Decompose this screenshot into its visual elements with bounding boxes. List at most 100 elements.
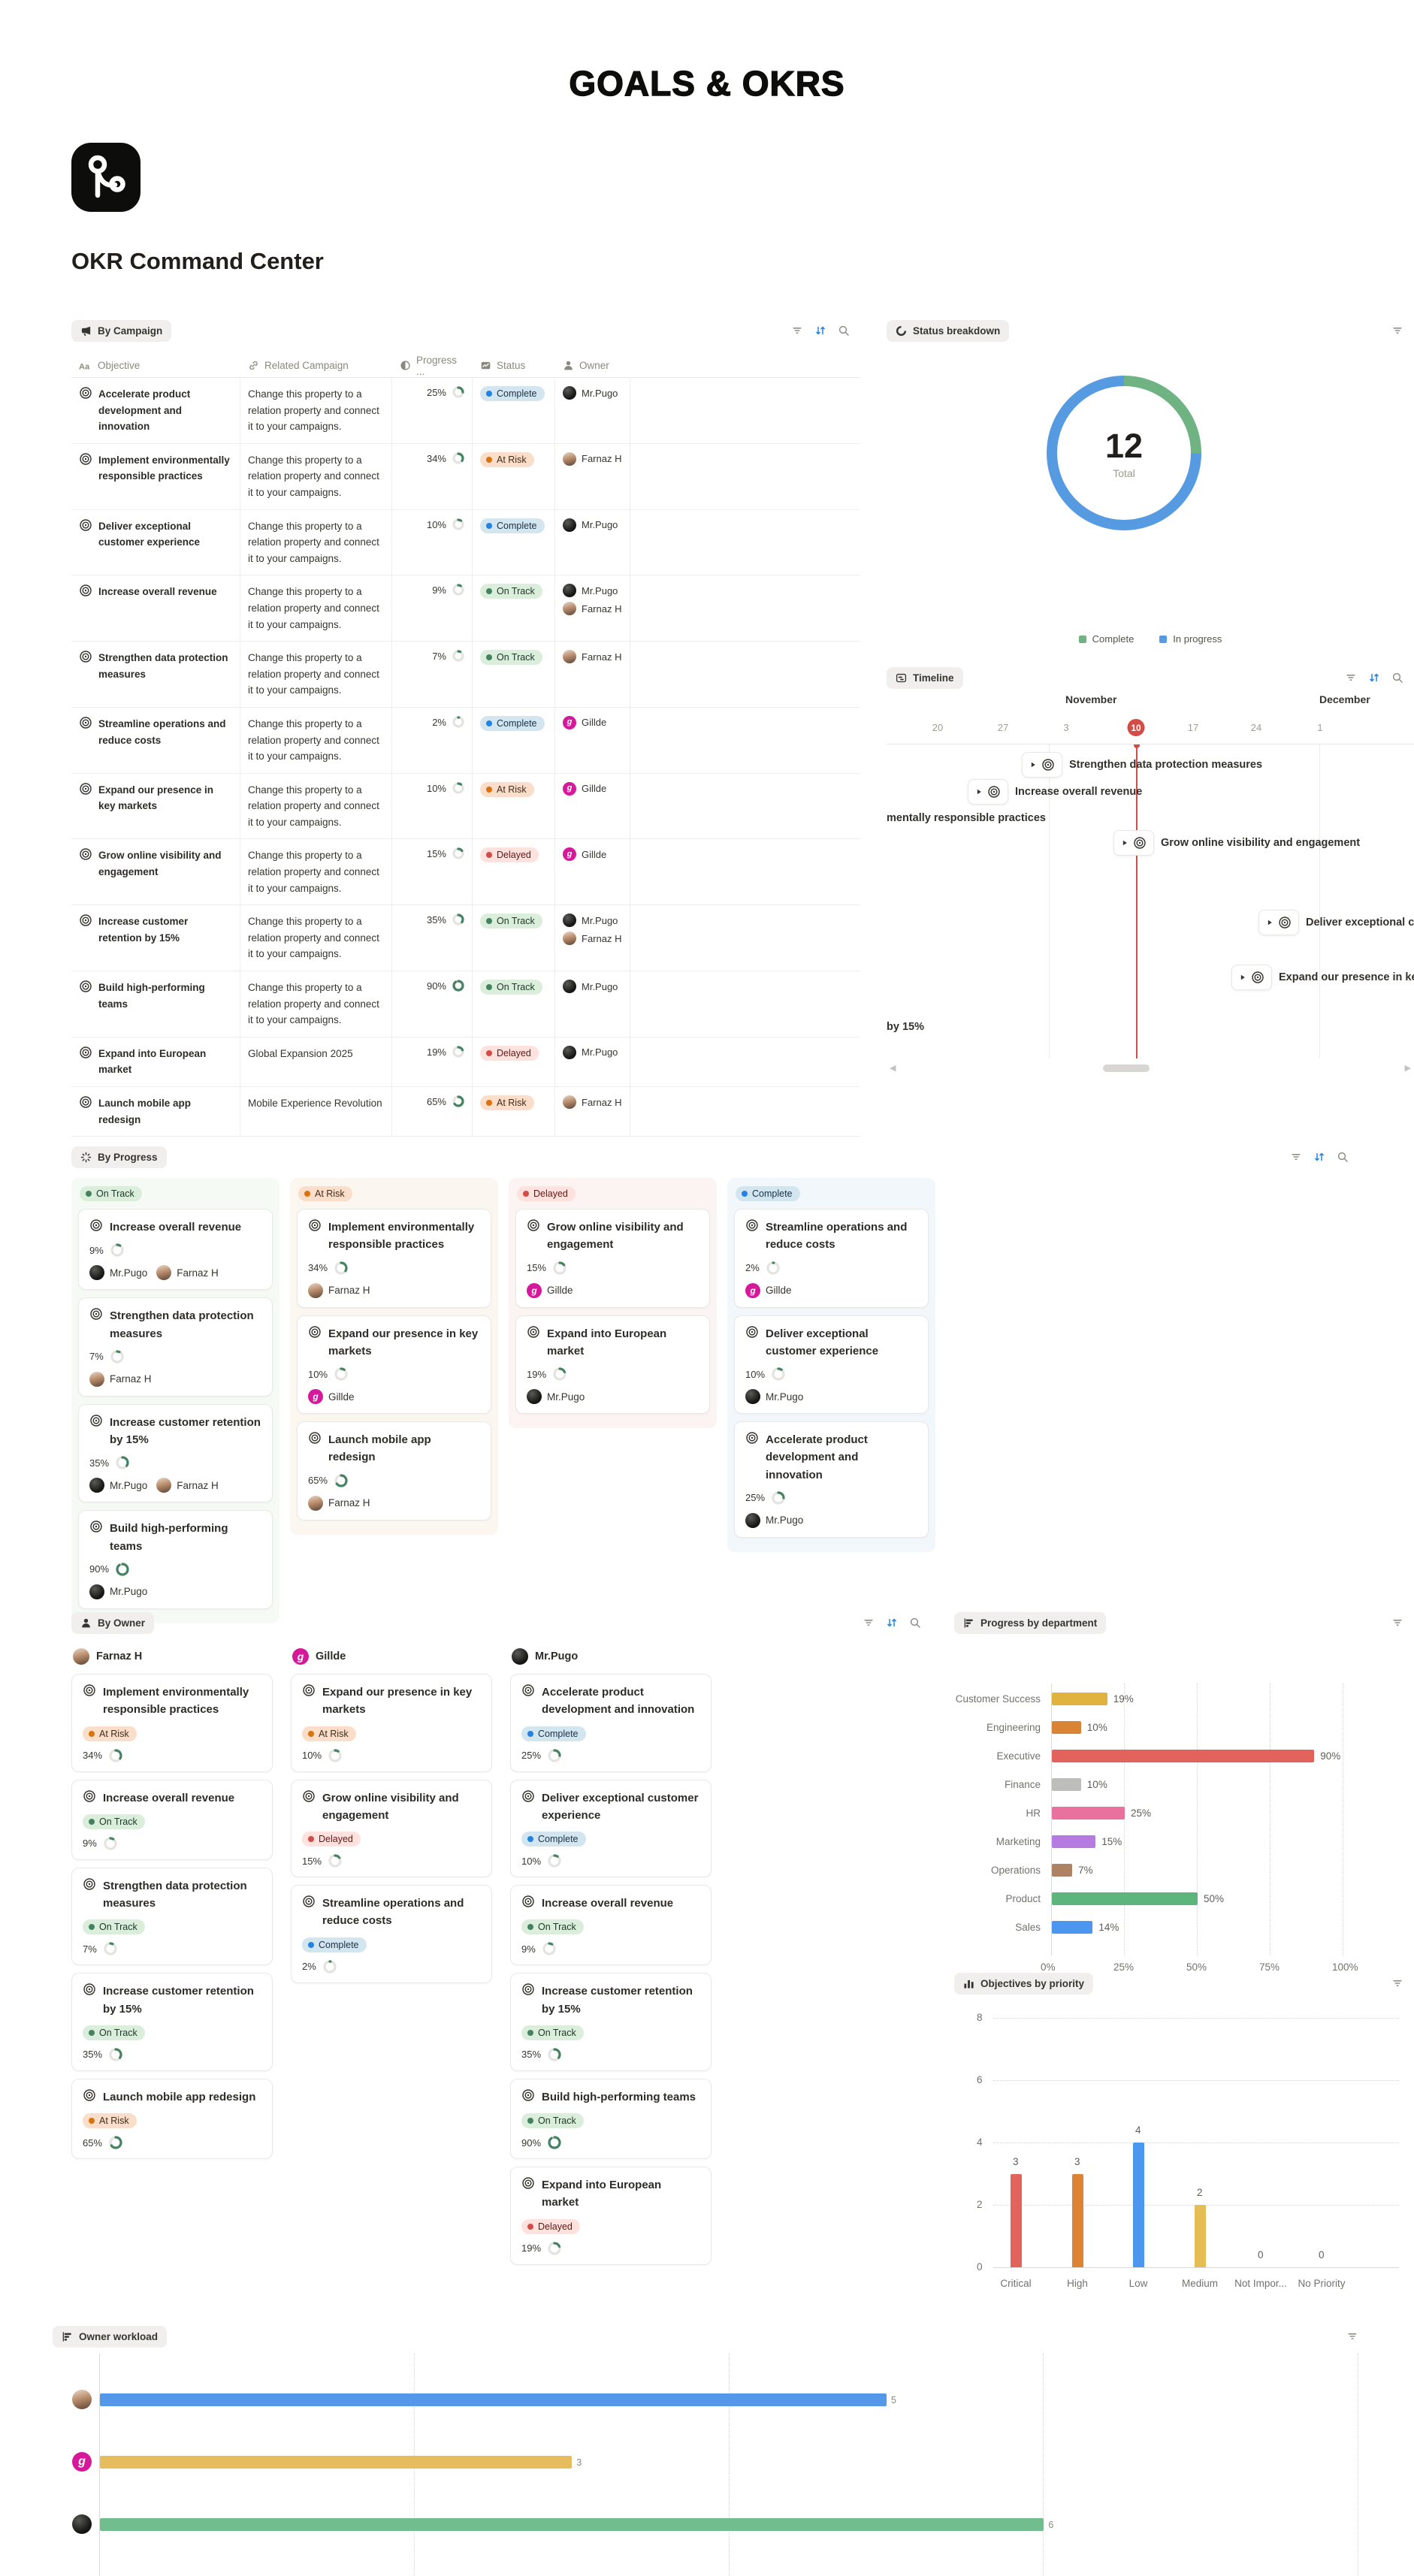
table-row[interactable]: Expand into European market Global Expans… bbox=[71, 1037, 860, 1087]
table-row[interactable]: Streamline operations and reduce costs Ch… bbox=[71, 707, 860, 774]
tab-objectives-by-priority[interactable]: Objectives by priority bbox=[954, 1972, 1094, 1995]
objective-title[interactable]: Expand our presence in key markets bbox=[98, 784, 214, 812]
objective-card[interactable]: Increase overall revenue 9% Mr.Pugo Farnaz … bbox=[78, 1209, 273, 1291]
related-campaign-cell[interactable]: Change this property to a relation prope… bbox=[240, 642, 392, 707]
status-cell[interactable]: On Track bbox=[473, 642, 555, 707]
timeline-item[interactable]: mentally responsible practices bbox=[887, 812, 1046, 824]
column-header[interactable]: Status bbox=[473, 360, 555, 371]
objective-card[interactable]: Increase customer retention by 15% 35% Mr.… bbox=[78, 1403, 273, 1503]
objective-card[interactable]: Build high-performing teams 90% Mr.Pugo bbox=[78, 1510, 273, 1609]
timeline-item[interactable]: Expand our presence in key markets bbox=[1231, 965, 1414, 990]
timeline-item-card[interactable] bbox=[1258, 910, 1299, 935]
filter-icon[interactable] bbox=[1345, 672, 1357, 684]
timeline-canvas[interactable]: Strengthen data protection measures Incre… bbox=[887, 744, 1414, 1058]
tab-owner-workload[interactable]: Owner workload bbox=[53, 2325, 168, 2348]
status-cell[interactable]: Delayed bbox=[473, 1037, 555, 1086]
related-campaign-cell[interactable]: Change this property to a relation prope… bbox=[240, 971, 392, 1037]
status-cell[interactable]: Delayed bbox=[473, 839, 555, 905]
tab-progress-by-department[interactable]: Progress by department bbox=[954, 1611, 1107, 1634]
objective-card[interactable]: Expand our presence in key markets At Ris… bbox=[291, 1674, 492, 1772]
objective-card[interactable]: Grow online visibility and engagement Del… bbox=[291, 1779, 492, 1877]
table-row[interactable]: Implement environmentally responsible pr… bbox=[71, 443, 860, 510]
scrollbar-thumb[interactable] bbox=[1103, 1065, 1150, 1072]
table-row[interactable]: Strengthen data protection measures Chang… bbox=[71, 642, 860, 708]
tab-timeline[interactable]: Timeline bbox=[887, 666, 963, 689]
sort-icon[interactable] bbox=[814, 325, 826, 337]
filter-icon[interactable] bbox=[1391, 1977, 1403, 1989]
timeline-item[interactable]: Grow online visibility and engagement bbox=[1113, 830, 1360, 856]
filter-icon[interactable] bbox=[1391, 325, 1403, 337]
objective-card[interactable]: Grow online visibility and engagement 15%… bbox=[515, 1209, 710, 1308]
objective-title[interactable]: Grow online visibility and engagement bbox=[98, 850, 222, 878]
timeline-scrollbar[interactable]: ◀ ▶ bbox=[887, 1063, 1414, 1074]
column-header[interactable]: Progress ... bbox=[392, 355, 473, 377]
objective-title[interactable]: Launch mobile app redesign bbox=[98, 1098, 192, 1125]
tab-by-campaign[interactable]: By Campaign bbox=[71, 319, 172, 342]
sort-icon[interactable] bbox=[886, 1617, 898, 1629]
scroll-right-icon[interactable]: ▶ bbox=[1404, 1064, 1411, 1073]
table-row[interactable]: Grow online visibility and engagement Cha… bbox=[71, 839, 860, 906]
objective-card[interactable]: Implement environmentally responsible pr… bbox=[297, 1209, 491, 1308]
objective-title[interactable]: Accelerate product development and innov… bbox=[98, 388, 191, 433]
related-campaign-cell[interactable]: Change this property to a relation prope… bbox=[240, 773, 392, 839]
objective-title[interactable]: Expand into European market bbox=[98, 1047, 207, 1076]
timeline-item-card[interactable] bbox=[1022, 752, 1062, 778]
timeline-item-card[interactable] bbox=[1113, 830, 1154, 856]
column-header[interactable]: Owner bbox=[555, 360, 630, 371]
related-campaign-cell[interactable]: Change this property to a relation prope… bbox=[240, 575, 392, 642]
table-row[interactable]: Increase overall revenue Change this prop… bbox=[71, 575, 860, 642]
objective-card[interactable]: Accelerate product development and innov… bbox=[734, 1421, 929, 1538]
objective-card[interactable]: Expand into European market 19% Mr.Pugo bbox=[515, 1315, 710, 1414]
timeline-item[interactable]: Increase overall revenue bbox=[968, 779, 1142, 805]
status-cell[interactable]: Complete bbox=[473, 378, 555, 443]
status-cell[interactable]: Complete bbox=[473, 509, 555, 575]
status-cell[interactable]: On Track bbox=[473, 971, 555, 1037]
related-campaign-cell[interactable]: Change this property to a relation prope… bbox=[240, 707, 392, 773]
filter-icon[interactable] bbox=[1391, 1617, 1403, 1629]
table-row[interactable]: Build high-performing teams Change this p… bbox=[71, 971, 860, 1037]
objective-card[interactable]: Implement environmentally responsible pr… bbox=[71, 1674, 273, 1772]
status-cell[interactable]: At Risk bbox=[473, 1087, 555, 1137]
objective-card[interactable]: Launch mobile app redesign 65% Farnaz H bbox=[297, 1421, 491, 1521]
objective-title[interactable]: Increase overall revenue bbox=[98, 586, 217, 598]
objective-card[interactable]: Increase customer retention by 15% On Tra… bbox=[510, 1973, 712, 2071]
objective-card[interactable]: Streamline operations and reduce costs Co… bbox=[291, 1885, 492, 1983]
column-header[interactable]: Aa Objective bbox=[79, 360, 140, 371]
related-campaign-cell[interactable]: Change this property to a relation prope… bbox=[240, 378, 392, 443]
objective-card[interactable]: Streamline operations and reduce costs 2%… bbox=[734, 1209, 929, 1308]
objective-card[interactable]: Strengthen data protection measures 7% Far… bbox=[78, 1297, 273, 1397]
sort-icon[interactable] bbox=[1313, 1151, 1325, 1163]
status-cell[interactable]: Complete bbox=[473, 707, 555, 773]
filter-icon[interactable] bbox=[791, 325, 803, 337]
objective-card[interactable]: Build high-performing teams On Track 90% bbox=[510, 2078, 712, 2159]
column-header[interactable]: Related Campaign bbox=[240, 360, 392, 371]
objective-title[interactable]: Streamline operations and reduce costs bbox=[98, 717, 226, 746]
table-row[interactable]: Increase customer retention by 15% Change… bbox=[71, 905, 860, 972]
table-row[interactable]: Accelerate product development and innov… bbox=[71, 378, 860, 444]
status-cell[interactable]: At Risk bbox=[473, 443, 555, 509]
objective-title[interactable]: Increase customer retention by 15% bbox=[98, 916, 189, 944]
table-row[interactable]: Deliver exceptional customer experience C… bbox=[71, 509, 860, 576]
objective-card[interactable]: Launch mobile app redesign At Risk 65% bbox=[71, 2078, 273, 2159]
status-cell[interactable]: At Risk bbox=[473, 773, 555, 839]
timeline-item[interactable]: by 15% bbox=[887, 1021, 924, 1033]
status-cell[interactable]: On Track bbox=[473, 575, 555, 642]
related-campaign-cell[interactable]: Change this property to a relation prope… bbox=[240, 509, 392, 575]
objective-title[interactable]: Strengthen data protection measures bbox=[98, 652, 228, 680]
timeline-item-card[interactable] bbox=[968, 779, 1008, 805]
objective-card[interactable]: Increase overall revenue On Track 9% bbox=[510, 1885, 712, 1966]
search-icon[interactable] bbox=[1337, 1151, 1349, 1163]
objective-card[interactable]: Increase customer retention by 15% On Tra… bbox=[71, 1973, 273, 2071]
objective-card[interactable]: Deliver exceptional customer experience C… bbox=[510, 1779, 712, 1877]
related-campaign-cell[interactable]: Change this property to a relation prope… bbox=[240, 905, 392, 971]
status-cell[interactable]: On Track bbox=[473, 905, 555, 971]
table-row[interactable]: Launch mobile app redesign Mobile Experie… bbox=[71, 1087, 860, 1137]
timeline-item[interactable]: Strengthen data protection measures bbox=[1022, 752, 1262, 778]
objective-card[interactable]: Increase overall revenue On Track 9% bbox=[71, 1779, 273, 1860]
search-icon[interactable] bbox=[909, 1617, 921, 1629]
related-campaign-cell[interactable]: Change this property to a relation prope… bbox=[240, 443, 392, 509]
objective-card[interactable]: Expand our presence in key markets 10% g Gi… bbox=[297, 1315, 491, 1414]
objective-card[interactable]: Accelerate product development and innov… bbox=[510, 1674, 712, 1772]
tab-by-owner[interactable]: By Owner bbox=[71, 1611, 155, 1634]
timeline-item[interactable]: Deliver exceptional customer experience bbox=[1258, 910, 1414, 935]
